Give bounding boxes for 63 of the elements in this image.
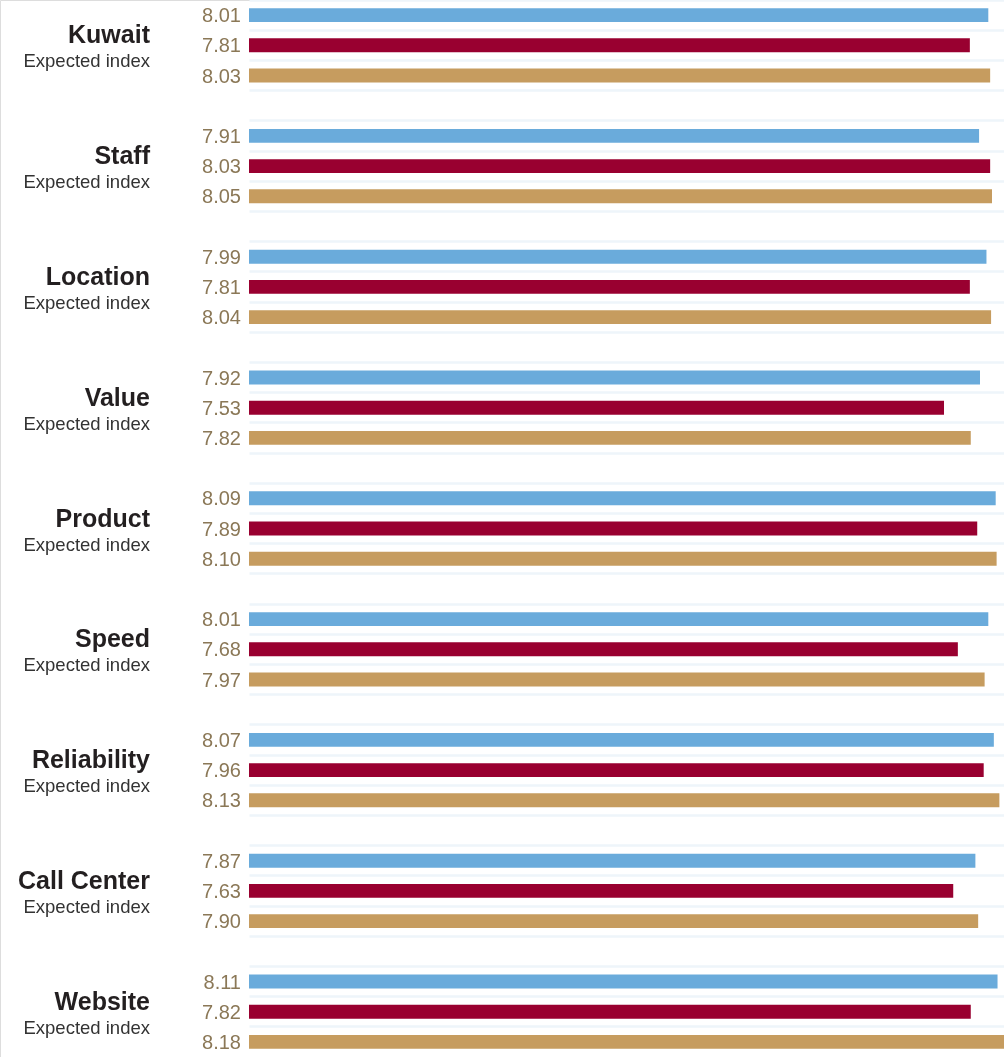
- bar: [249, 1034, 1004, 1049]
- data-label: 7.90: [202, 910, 241, 933]
- data-label: 7.99: [202, 245, 241, 268]
- data-label: 7.91: [202, 124, 241, 147]
- bar: [249, 732, 994, 747]
- data-label: 8.13: [202, 789, 241, 812]
- data-label: 8.03: [202, 155, 241, 178]
- bar: [249, 551, 997, 566]
- category-label: Value Expected index: [23, 382, 150, 434]
- data-label: 8.03: [202, 64, 241, 87]
- bar: [249, 189, 992, 204]
- bar: [249, 883, 954, 898]
- data-label: 7.81: [202, 34, 241, 57]
- bar: [249, 159, 991, 174]
- bar: [249, 612, 989, 627]
- data-label: 8.10: [202, 547, 241, 570]
- data-label: 7.89: [202, 517, 241, 540]
- category-label: Reliability Expected index: [23, 745, 150, 797]
- bar: [249, 672, 985, 687]
- bar: [249, 310, 992, 325]
- data-label: 8.01: [202, 4, 241, 27]
- bar: [249, 521, 978, 536]
- category-label: Kuwait Expected index: [23, 20, 150, 72]
- bar: [249, 249, 987, 264]
- data-label: 7.97: [202, 668, 241, 691]
- bar: [249, 8, 989, 23]
- data-label: 7.82: [202, 426, 241, 449]
- data-label: 7.63: [202, 879, 241, 902]
- bar: [249, 763, 984, 778]
- category-label: Website Expected index: [23, 986, 150, 1038]
- data-label: 7.53: [202, 396, 241, 419]
- bar: [249, 642, 958, 657]
- data-label: 8.09: [202, 487, 241, 510]
- data-label: 8.11: [203, 970, 241, 993]
- bar: [249, 400, 945, 415]
- data-label: 8.05: [202, 185, 241, 208]
- data-label: 8.18: [202, 1030, 241, 1053]
- bar: [249, 128, 980, 143]
- data-label: 7.68: [202, 638, 241, 661]
- category-label: Call Center Expected index: [18, 865, 150, 917]
- category-label: Speed Expected index: [23, 624, 150, 676]
- bar: [249, 914, 979, 929]
- bar: [249, 68, 991, 83]
- bar: [249, 793, 1000, 808]
- data-label: 8.07: [202, 728, 241, 751]
- data-label: 8.04: [202, 306, 241, 329]
- bar: [249, 1004, 971, 1019]
- category-label: Staff Expected index: [23, 141, 150, 193]
- category-label: Location Expected index: [23, 261, 150, 313]
- data-label: 7.82: [202, 1000, 241, 1023]
- data-label: 7.92: [202, 366, 241, 389]
- bar: [249, 370, 980, 385]
- bar: [249, 491, 996, 506]
- bar: [249, 38, 970, 53]
- bar: [249, 430, 971, 445]
- bar: [249, 279, 970, 294]
- data-label: 8.01: [202, 608, 241, 631]
- bar: [249, 974, 998, 989]
- category-label: Product Expected index: [23, 503, 150, 555]
- data-label: 7.96: [202, 759, 241, 782]
- data-label: 7.87: [202, 849, 241, 872]
- bar: [249, 853, 976, 868]
- data-label: 7.81: [202, 275, 241, 298]
